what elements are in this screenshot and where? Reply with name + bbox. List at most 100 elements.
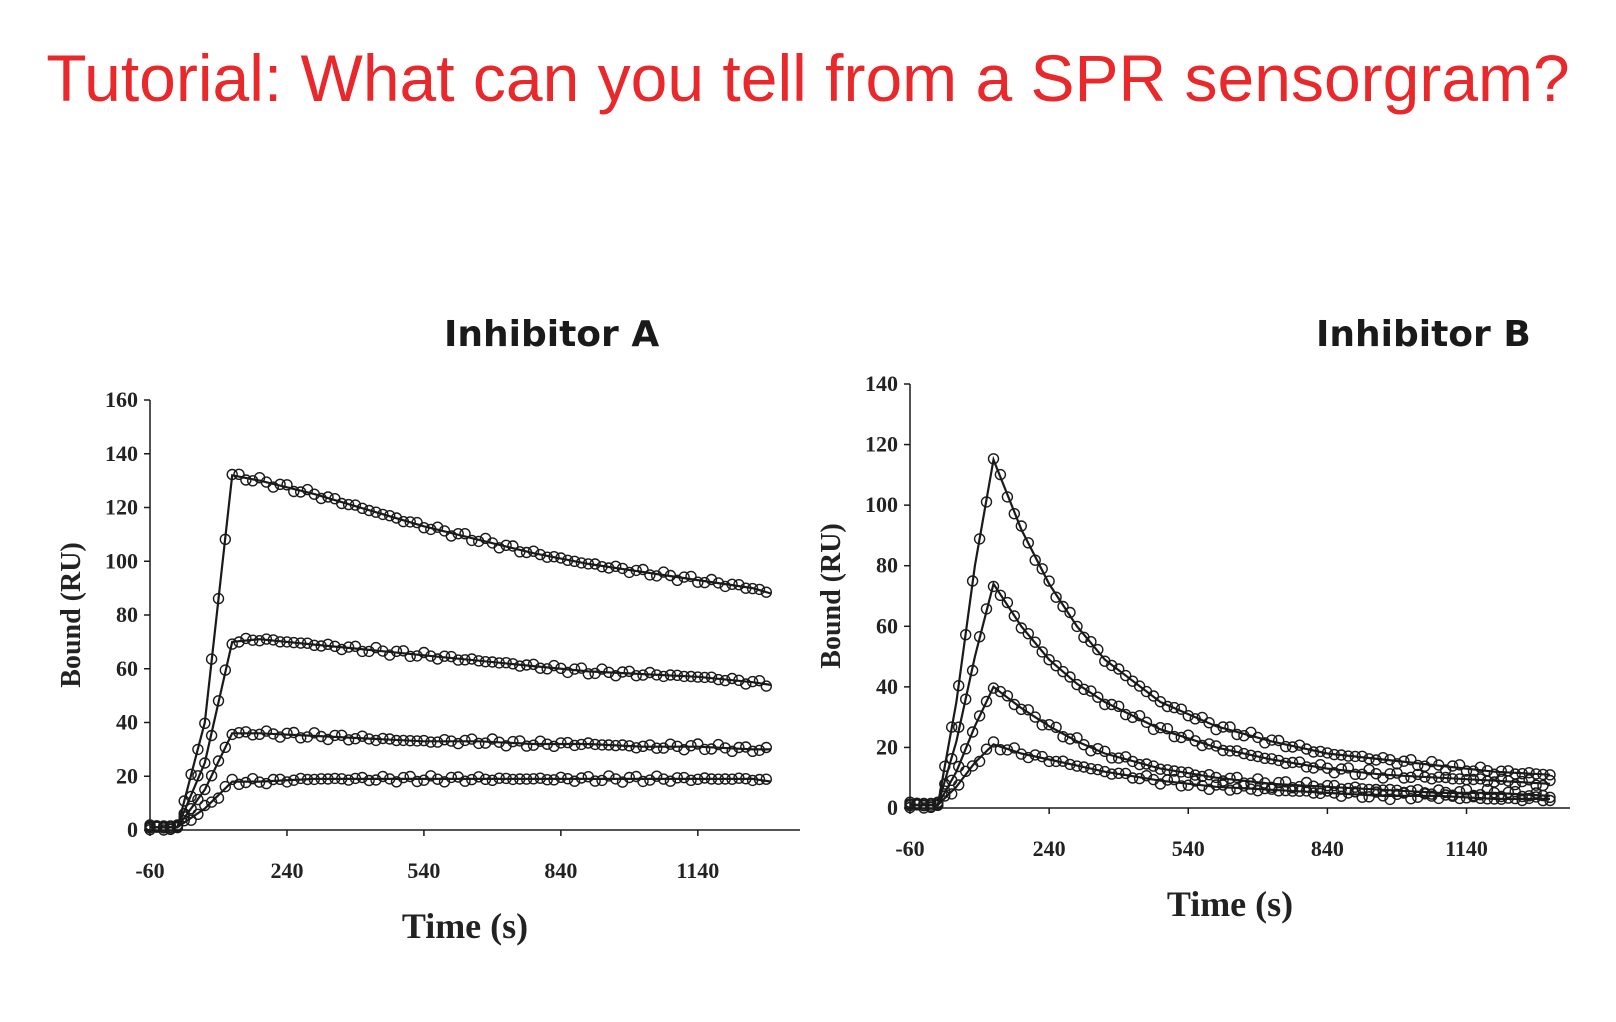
data-point: [575, 557, 588, 569]
data-point: [1252, 750, 1264, 763]
data-point: [671, 772, 683, 784]
data-point: [637, 563, 649, 576]
data-point: [329, 772, 341, 785]
data-point: [397, 515, 410, 528]
data-point: [185, 803, 197, 815]
data-point: [390, 645, 403, 657]
data-point: [1231, 745, 1243, 757]
data-point: [699, 671, 711, 684]
data-point: [980, 603, 993, 615]
data-point: [1307, 746, 1320, 758]
data-point: [1280, 757, 1292, 769]
data-point: [295, 772, 307, 785]
data-point: [1029, 711, 1041, 723]
data-point: [212, 755, 225, 767]
data-point: [1057, 755, 1069, 767]
data-point: [1120, 767, 1132, 780]
data-point: [1328, 767, 1340, 779]
data-point: [452, 737, 464, 750]
data-point: [973, 710, 986, 722]
data-point: [1516, 794, 1528, 807]
data-point: [527, 658, 540, 670]
data-point: [1460, 765, 1473, 777]
data-point: [534, 772, 546, 784]
y-tick-label: 100: [105, 548, 138, 573]
data-point: [651, 669, 663, 681]
data-point: [479, 656, 492, 668]
data-point: [582, 558, 594, 570]
data-point: [1516, 768, 1528, 780]
data-point: [342, 641, 355, 653]
data-point: [253, 635, 266, 647]
data-point: [548, 659, 560, 672]
data-point: [562, 554, 574, 567]
x-tick-label: -60: [135, 858, 164, 883]
series-2: [144, 632, 772, 836]
data-point: [651, 570, 663, 582]
data-point: [1266, 783, 1278, 795]
data-point: [719, 742, 731, 754]
data-point: [349, 499, 362, 511]
data-point: [425, 523, 437, 536]
data-point: [637, 740, 649, 752]
data-point: [164, 820, 177, 832]
data-point: [1036, 646, 1048, 658]
data-point: [534, 735, 546, 747]
data-point: [308, 727, 320, 739]
data-point: [1273, 734, 1285, 747]
data-point: [746, 675, 759, 688]
data-point: [582, 737, 594, 749]
data-point: [1398, 755, 1410, 767]
data-point: [267, 481, 280, 493]
data-point: [616, 739, 629, 751]
data-point: [431, 653, 444, 665]
data-point: [349, 640, 362, 652]
data-point: [541, 774, 553, 786]
data-point: [363, 733, 375, 745]
data-point: [1140, 758, 1153, 770]
data-point: [260, 633, 273, 645]
data-point: [575, 662, 588, 674]
data-point: [1544, 791, 1556, 803]
data-point: [452, 654, 464, 666]
y-tick-label: 0: [887, 795, 898, 820]
x-axis-label: Time (s): [402, 906, 528, 946]
data-point: [644, 666, 656, 679]
data-point: [1307, 762, 1320, 774]
data-point: [1259, 782, 1271, 795]
data-point: [336, 497, 348, 510]
data-point: [397, 771, 410, 784]
data-point: [384, 773, 396, 785]
data-point: [1259, 752, 1271, 764]
data-point: [1161, 774, 1174, 786]
data-point: [1419, 787, 1431, 799]
data-point: [253, 776, 266, 788]
data-point: [733, 578, 745, 591]
data-point: [1106, 752, 1118, 764]
data-point: [1300, 761, 1313, 773]
data-point: [1029, 749, 1041, 761]
data-point: [1008, 610, 1021, 622]
data-point: [1516, 775, 1528, 788]
y-tick-label: 60: [876, 613, 898, 638]
data-point: [267, 634, 280, 646]
data-point: [1092, 691, 1104, 703]
data-point: [671, 669, 683, 681]
data-point: [1147, 760, 1160, 772]
y-tick-label: 140: [105, 441, 138, 466]
data-point: [726, 745, 738, 757]
data-point: [1544, 774, 1556, 787]
data-point: [1426, 790, 1438, 802]
data-point: [1210, 723, 1222, 736]
data-point: [1328, 779, 1340, 792]
data-point: [329, 729, 341, 742]
data-point: [233, 727, 245, 739]
data-point: [1071, 732, 1083, 744]
data-point: [1231, 783, 1243, 795]
data-point: [1161, 723, 1174, 735]
data-point: [473, 737, 485, 750]
data-point: [959, 743, 972, 755]
data-point: [1008, 742, 1021, 754]
data-point: [548, 550, 560, 563]
data-point: [603, 562, 615, 574]
